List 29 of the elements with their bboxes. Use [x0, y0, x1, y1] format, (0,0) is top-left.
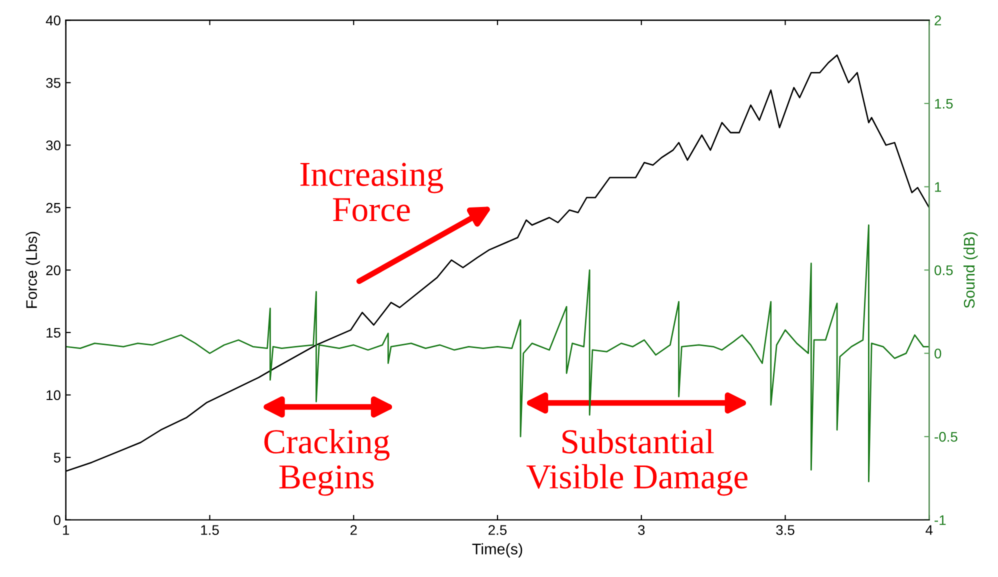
y2-tick-label: 1 [935, 182, 942, 192]
y-tick-label: 35 [46, 78, 60, 88]
x-axis-title: Time(s) [472, 543, 522, 558]
y-tick-label: 10 [46, 390, 60, 400]
y2-tick-label: -1 [934, 515, 946, 525]
y-tick-label: 15 [46, 328, 60, 338]
y-tick-label: 30 [46, 140, 60, 150]
y-tick-label: 25 [46, 202, 60, 213]
y-tick-label: 5 [54, 452, 60, 463]
y2-tick-label: 0 [934, 348, 942, 358]
annotation: Substantial Visible Damage [526, 429, 748, 496]
y2-tick-label: -0.5 [934, 432, 958, 442]
x-tick-label: 2 [350, 525, 357, 535]
y2-tick-label: 0.5 [934, 265, 953, 276]
y-tick-label: 40 [46, 16, 60, 26]
y2-axis-title: Sound (dB) [963, 232, 978, 308]
x-tick-label: 4 [926, 525, 933, 535]
y2-tick-label: 2 [934, 16, 942, 26]
y2-tick-label: 1.5 [935, 98, 953, 109]
x-tick-label: 3.5 [776, 525, 794, 535]
x-tick-label: 3 [638, 525, 645, 535]
x-tick-label: 1.5 [201, 525, 219, 535]
y-axis-title: Force (Lbs) [26, 232, 40, 308]
x-tick-label: 1 [63, 525, 70, 535]
y-tick-label: 20 [46, 265, 60, 276]
x-tick-label: 2.5 [488, 525, 507, 535]
annotation: Increasing Force [300, 162, 444, 222]
annotation: Cracking Begins [264, 429, 390, 496]
y-tick-label: 0 [54, 515, 60, 526]
